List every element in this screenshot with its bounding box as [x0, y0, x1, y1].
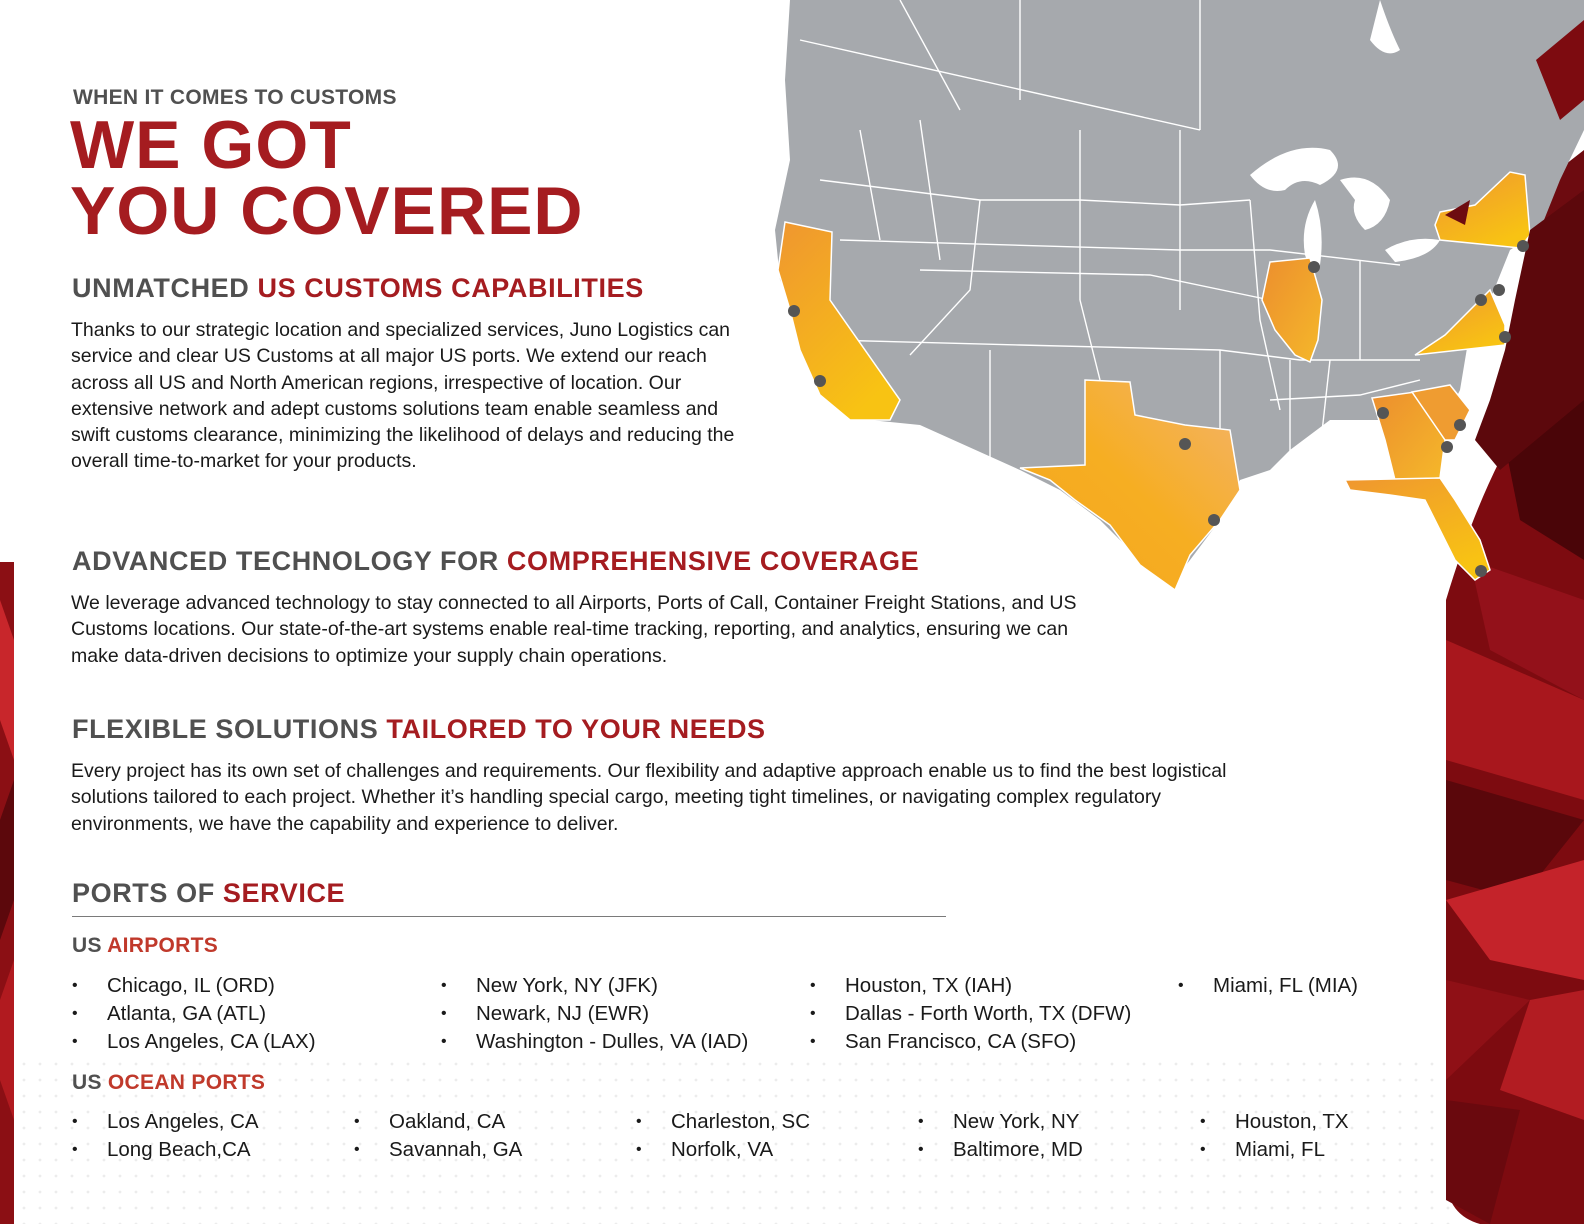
ocean-column-4: New York, NY Baltimore, MD [918, 1108, 1083, 1164]
port-markers [788, 240, 1529, 577]
hero-line-1: WE GOT [70, 107, 352, 183]
section-body-flexible: Every project has its own set of challen… [71, 760, 1227, 835]
heading-accent: AIRPORTS [107, 934, 219, 957]
section-body-customs: Thanks to our strategic location and spe… [71, 319, 735, 473]
location-dot-icon [814, 375, 826, 387]
ocean-ports-heading: US OCEAN PORTS [72, 1071, 265, 1095]
section-heading-customs: UNMATCHED US CUSTOMS CAPABILITIES [72, 273, 644, 304]
heading-plain: PORTS OF [72, 878, 223, 908]
ocean-column-5: Houston, TX Miami, FL [1200, 1108, 1349, 1164]
hero-title: WE GOT YOU COVERED [70, 107, 584, 249]
eyebrow-text: WHEN IT COMES TO CUSTOMS [73, 86, 397, 109]
left-red-strip [0, 562, 14, 1224]
heading-plain: FLEXIBLE SOLUTIONS [72, 714, 387, 744]
section-body-technology: We leverage advanced technology to stay … [71, 592, 1077, 667]
list-item: Dallas - Forth Worth, TX (DFW) [810, 1000, 1131, 1028]
list-item: Houston, TX (IAH) [810, 972, 1131, 1000]
heading-accent: US CUSTOMS CAPABILITIES [257, 273, 644, 303]
heading-plain: ADVANCED TECHNOLOGY FOR [72, 546, 507, 576]
list-item: San Francisco, CA (SFO) [810, 1028, 1131, 1056]
heading-accent: SERVICE [222, 878, 346, 908]
list-item: Washington - Dulles, VA (IAD) [441, 1028, 748, 1056]
list-item: Chicago, IL (ORD) [72, 972, 316, 1000]
heading-plain: UNMATCHED [72, 273, 258, 303]
list-item: Los Angeles, CA [72, 1108, 259, 1136]
location-dot-icon [1517, 240, 1529, 252]
list-item: New York, NY (JFK) [441, 972, 748, 1000]
heading-accent: TAILORED TO YOUR NEEDS [386, 714, 766, 744]
list-item: Miami, FL [1200, 1136, 1349, 1164]
heading-accent: COMPREHENSIVE COVERAGE [506, 546, 920, 576]
list-item: Charleston, SC [636, 1108, 810, 1136]
list-item: Long Beach,CA [72, 1136, 259, 1164]
location-dot-icon [788, 305, 800, 317]
airports-column-3: Houston, TX (IAH) Dallas - Forth Worth, … [810, 972, 1131, 1056]
state-california [777, 221, 901, 421]
list-item: Baltimore, MD [918, 1136, 1083, 1164]
state-virginia [1414, 288, 1506, 356]
location-dot-icon [1493, 284, 1505, 296]
location-dot-icon [1308, 261, 1320, 273]
list-item: Los Angeles, CA (LAX) [72, 1028, 316, 1056]
ocean-column-2: Oakland, CA Savannah, GA [354, 1108, 522, 1164]
location-dot-icon [1179, 438, 1191, 450]
list-item: Houston, TX [1200, 1108, 1349, 1136]
north-america-map [775, 0, 1584, 592]
list-item: Norfolk, VA [636, 1136, 810, 1164]
ocean-column-1: Los Angeles, CA Long Beach,CA [72, 1108, 259, 1164]
ports-divider [72, 916, 946, 917]
state-texas [1019, 379, 1241, 592]
location-dot-icon [1377, 407, 1389, 419]
location-dot-icon [1475, 294, 1487, 306]
airports-column-4: Miami, FL (MIA) [1178, 972, 1358, 1000]
hero-line-2: YOU COVERED [70, 173, 584, 249]
location-dot-icon [1454, 419, 1466, 431]
location-dot-icon [1208, 514, 1220, 526]
list-item: Oakland, CA [354, 1108, 522, 1136]
location-dot-icon [1499, 331, 1511, 343]
list-item: Atlanta, GA (ATL) [72, 1000, 316, 1028]
list-item: Miami, FL (MIA) [1178, 972, 1358, 1000]
ocean-column-3: Charleston, SC Norfolk, VA [636, 1108, 810, 1164]
list-item: Newark, NJ (EWR) [441, 1000, 748, 1028]
ports-heading: PORTS OF SERVICE [72, 878, 345, 909]
section-heading-technology: ADVANCED TECHNOLOGY FOR COMPREHENSIVE CO… [72, 546, 919, 577]
list-item: Savannah, GA [354, 1136, 522, 1164]
list-item: New York, NY [918, 1108, 1083, 1136]
location-dot-icon [1441, 441, 1453, 453]
heading-plain: US [72, 1071, 108, 1094]
location-dot-icon [1475, 565, 1487, 577]
airports-column-2: New York, NY (JFK) Newark, NJ (EWR) Wash… [441, 972, 748, 1056]
heading-accent: OCEAN PORTS [107, 1071, 266, 1094]
airports-column-1: Chicago, IL (ORD) Atlanta, GA (ATL) Los … [72, 972, 316, 1056]
airports-heading: US AIRPORTS [72, 934, 218, 958]
section-heading-flexible: FLEXIBLE SOLUTIONS TAILORED TO YOUR NEED… [72, 714, 766, 745]
state-florida [1343, 477, 1491, 581]
heading-plain: US [72, 934, 108, 957]
